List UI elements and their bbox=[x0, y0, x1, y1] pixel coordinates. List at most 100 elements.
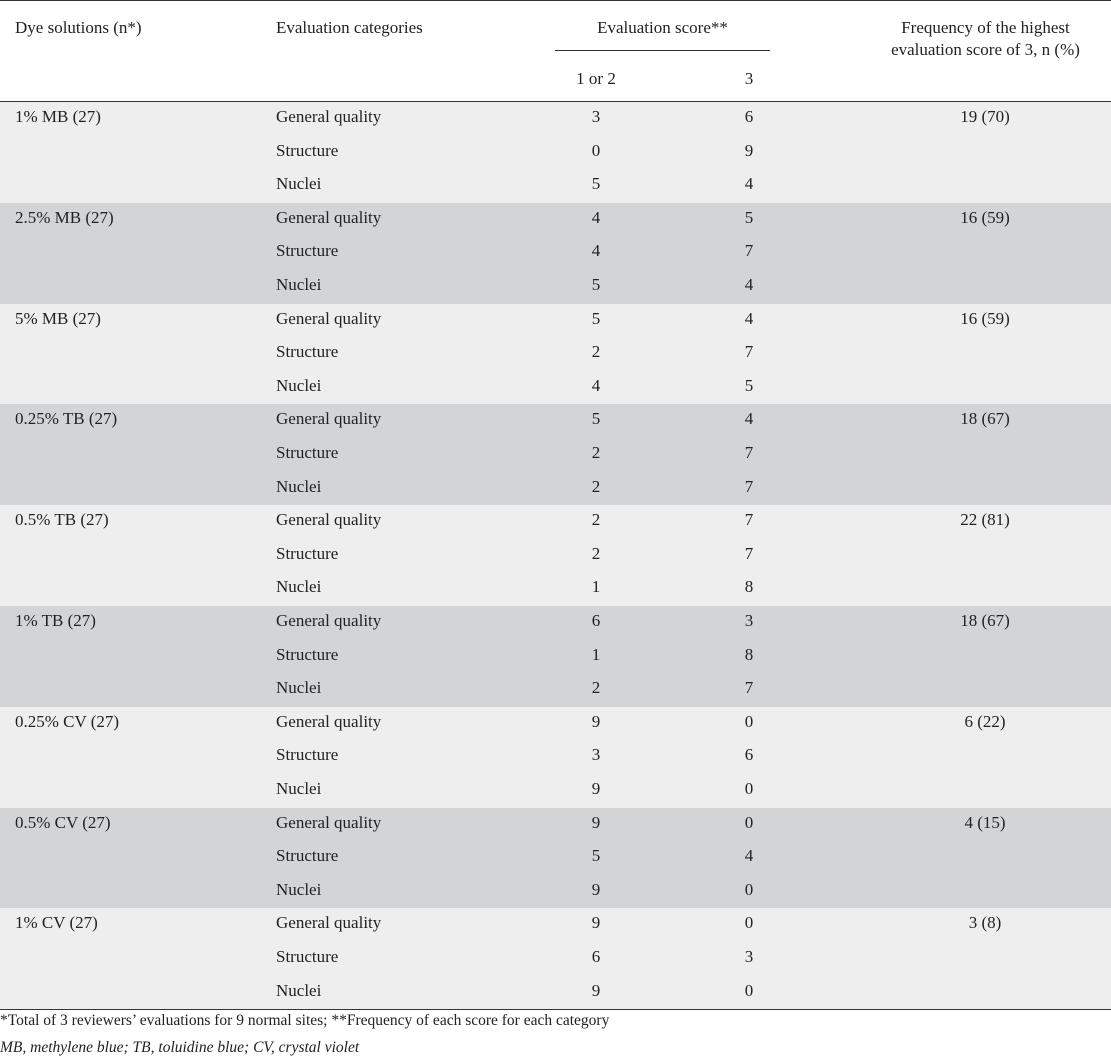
score-1-or-2-value: 4 bbox=[591, 375, 601, 395]
header-frequency: Frequency of the highest evaluation scor… bbox=[860, 17, 1111, 61]
score-3-value: 4 bbox=[744, 308, 754, 328]
score-1-or-2-value: 6 bbox=[591, 946, 601, 966]
score-3-value: 0 bbox=[744, 980, 754, 1000]
dye-group: 0.25% TB (27) 18 (67) General quality 5 4 Str… bbox=[0, 404, 1111, 506]
header-score-1-or-2: 1 or 2 bbox=[576, 69, 616, 88]
evaluation-category: Nuclei bbox=[276, 375, 322, 395]
footnote-reviewers: *Total of 3 reviewers’ evaluations for 9… bbox=[0, 1012, 610, 1029]
score-1-or-2-value: 6 bbox=[591, 611, 601, 630]
score-1-or-2-value: 3 bbox=[591, 107, 601, 126]
score-3-value: 7 bbox=[744, 678, 754, 698]
evaluation-category: Structure bbox=[276, 644, 339, 664]
score-3-value: 7 bbox=[744, 442, 754, 462]
dye-group: 1% MB (27) 19 (70) General quality 3 6 Struct… bbox=[0, 102, 1111, 203]
score-1-or-2-value: 5 bbox=[591, 274, 601, 294]
score-3-value: 3 bbox=[744, 946, 754, 966]
evaluation-category: General quality bbox=[276, 308, 382, 328]
score-1-or-2-value: 5 bbox=[591, 409, 601, 429]
evaluation-category: Structure bbox=[276, 846, 339, 866]
score-1-or-2-value: 9 bbox=[591, 980, 601, 1000]
score-1-or-2-value: 2 bbox=[591, 442, 601, 462]
score-3-value: 8 bbox=[744, 577, 754, 597]
dye-group: 0.5% CV (27) 4 (15) General quality 9 0 Struc… bbox=[0, 807, 1111, 909]
dye-group: 5% MB (27) 16 (59) General quality 5 4 Struct… bbox=[0, 303, 1111, 405]
score-1-or-2-value: 5 bbox=[591, 174, 601, 194]
score-1-or-2-value: 9 bbox=[591, 913, 601, 933]
score-1-or-2-value: 9 bbox=[591, 879, 601, 899]
score-1-or-2-value: 5 bbox=[591, 308, 601, 328]
evaluation-category: Nuclei bbox=[276, 980, 322, 1000]
score-3-value: 9 bbox=[744, 140, 754, 160]
header-score-3: 3 bbox=[744, 69, 754, 88]
score-3-value: 7 bbox=[744, 543, 754, 563]
dye-solution-label: 0.25% TB (27) bbox=[15, 409, 118, 429]
dye-solution-label: 2.5% MB (27) bbox=[15, 207, 114, 227]
frequency-value: 19 (70) bbox=[960, 107, 1010, 126]
score-3-value: 6 bbox=[744, 745, 754, 765]
score-1-or-2-value: 4 bbox=[591, 207, 601, 227]
dye-group: 2.5% MB (27) 16 (59) General quality 4 5 Stru… bbox=[0, 202, 1111, 304]
evaluation-category: Structure bbox=[276, 543, 339, 563]
evaluation-category: General quality bbox=[276, 510, 382, 530]
score-3-value: 5 bbox=[744, 375, 754, 395]
evaluation-category: Nuclei bbox=[276, 778, 322, 798]
evaluation-category: General quality bbox=[276, 107, 382, 126]
evaluation-category: General quality bbox=[276, 409, 382, 429]
score-3-value: 5 bbox=[744, 207, 754, 227]
score-3-value: 0 bbox=[744, 913, 754, 933]
header-rule bbox=[0, 101, 1111, 102]
score-1-or-2-value: 9 bbox=[591, 711, 601, 731]
score-3-value: 0 bbox=[744, 812, 754, 832]
bottom-rule bbox=[0, 1009, 1111, 1010]
score-3-value: 8 bbox=[744, 644, 754, 664]
score-3-value: 7 bbox=[744, 342, 754, 362]
evaluation-category: Structure bbox=[276, 140, 339, 160]
dye-solution-label: 0.5% TB (27) bbox=[15, 510, 109, 530]
dye-group: 1% CV (27) 3 (8) General quality 9 0 Structur… bbox=[0, 908, 1111, 1010]
frequency-value: 4 (15) bbox=[964, 812, 1006, 832]
frequency-value: 6 (22) bbox=[964, 711, 1006, 731]
score-1-or-2-value: 1 bbox=[591, 644, 601, 664]
score-3-value: 0 bbox=[744, 778, 754, 798]
evaluation-category: General quality bbox=[276, 711, 382, 731]
score-3-value: 0 bbox=[744, 879, 754, 899]
dye-solution-label: 1% MB (27) bbox=[15, 107, 101, 126]
header-evaluation-categories: Evaluation categories bbox=[276, 18, 423, 37]
score-subheader-rule bbox=[555, 50, 770, 51]
score-1-or-2-value: 2 bbox=[591, 476, 601, 496]
score-3-value: 0 bbox=[744, 711, 754, 731]
score-3-value: 4 bbox=[744, 274, 754, 294]
score-1-or-2-value: 2 bbox=[591, 543, 601, 563]
dye-solution-label: 0.25% CV (27) bbox=[15, 711, 120, 731]
score-1-or-2-value: 4 bbox=[591, 241, 601, 261]
top-rule bbox=[0, 0, 1111, 1]
evaluation-category: Nuclei bbox=[276, 274, 322, 294]
frequency-value: 16 (59) bbox=[960, 308, 1010, 328]
score-1-or-2-value: 2 bbox=[591, 510, 601, 530]
dye-group: 0.25% CV (27) 6 (22) General quality 9 0 Stru… bbox=[0, 706, 1111, 808]
evaluation-category: Structure bbox=[276, 342, 339, 362]
frequency-value: 18 (67) bbox=[960, 409, 1010, 429]
dye-solution-label: 1% CV (27) bbox=[15, 913, 98, 933]
score-3-value: 7 bbox=[744, 241, 754, 261]
score-3-value: 6 bbox=[744, 107, 754, 126]
evaluation-category: Structure bbox=[276, 442, 339, 462]
evaluation-category: Nuclei bbox=[276, 678, 322, 698]
score-3-value: 3 bbox=[744, 611, 754, 630]
dye-group: 0.5% TB (27) 22 (81) General quality 2 7 Stru… bbox=[0, 505, 1111, 607]
evaluation-category: Structure bbox=[276, 946, 339, 966]
score-1-or-2-value: 5 bbox=[591, 846, 601, 866]
evaluation-category: Nuclei bbox=[276, 577, 322, 597]
footnote-abbreviations: MB, methylene blue; TB, toluidine blue; … bbox=[0, 1039, 360, 1056]
evaluation-category: General quality bbox=[276, 207, 382, 227]
score-1-or-2-value: 2 bbox=[591, 342, 601, 362]
score-1-or-2-value: 0 bbox=[591, 140, 601, 160]
evaluation-category: General quality bbox=[276, 812, 382, 832]
frequency-value: 22 (81) bbox=[960, 510, 1010, 530]
evaluation-category: General quality bbox=[276, 611, 382, 630]
evaluation-category: Structure bbox=[276, 745, 339, 765]
score-3-value: 4 bbox=[744, 174, 754, 194]
score-1-or-2-value: 9 bbox=[591, 778, 601, 798]
header-frequency-line2: evaluation score of 3, n (%) bbox=[891, 40, 1080, 59]
evaluation-category: Nuclei bbox=[276, 476, 322, 496]
